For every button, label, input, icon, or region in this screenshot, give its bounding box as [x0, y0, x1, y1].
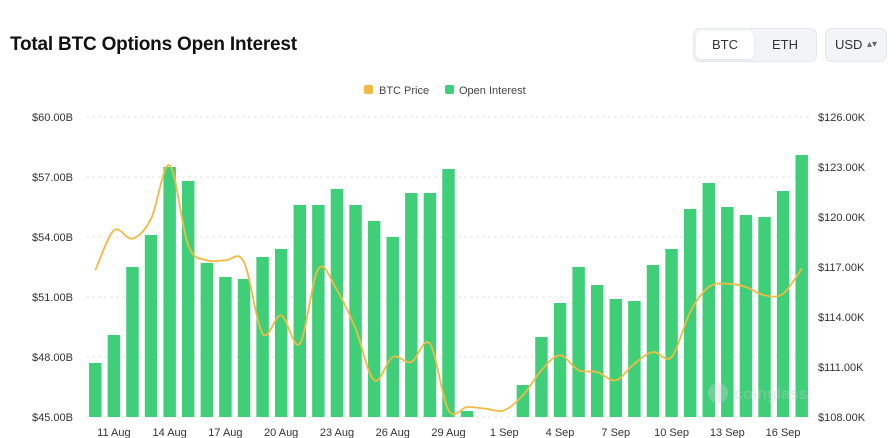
x-axis-tick-label: 20 Aug	[264, 427, 298, 438]
legend-open-interest-label[interactable]: Open Interest	[459, 85, 526, 97]
right-axis-tick-label: $123.00K	[818, 162, 866, 174]
watermark: coinglass	[708, 383, 808, 403]
x-axis-tick-label: 4 Sep	[546, 427, 575, 438]
open-interest-bar[interactable]	[702, 183, 715, 417]
legend-btc-price-label[interactable]: BTC Price	[379, 85, 429, 97]
open-interest-bar[interactable]	[776, 191, 790, 417]
open-interest-bar[interactable]	[312, 205, 325, 417]
open-interest-bar[interactable]	[572, 267, 585, 417]
eth-toggle-button[interactable]: ETH	[772, 37, 798, 52]
x-axis-tick-label: 13 Sep	[710, 427, 745, 438]
currency-select[interactable]: USD ▴▾	[825, 28, 887, 62]
left-axis-tick-label: $60.00B	[32, 112, 73, 124]
coinglass-logo-icon	[708, 383, 728, 403]
right-axis-tick-label: $111.00K	[818, 362, 864, 374]
x-axis-tick-label: 10 Sep	[654, 427, 689, 438]
right-axis-tick-label: $108.00K	[818, 412, 866, 424]
legend-btc-price-swatch	[364, 85, 373, 94]
x-axis-tick-label: 17 Aug	[208, 427, 242, 438]
left-axis-tick-label: $45.00B	[32, 412, 73, 424]
open-interest-bar[interactable]	[182, 181, 195, 417]
right-axis-tick-label: $114.00K	[818, 312, 865, 324]
open-interest-bar[interactable]	[628, 301, 641, 417]
btc-toggle-button[interactable]: BTC	[696, 31, 754, 59]
open-interest-bar[interactable]	[89, 363, 102, 417]
open-interest-bar[interactable]	[609, 299, 623, 417]
open-interest-bar[interactable]	[367, 221, 381, 417]
open-interest-bar[interactable]	[721, 207, 734, 417]
left-axis-tick-label: $48.00B	[32, 352, 73, 364]
x-axis-tick-label: 29 Aug	[431, 427, 465, 438]
open-interest-bar[interactable]	[274, 249, 288, 417]
chevron-up-down-icon: ▴▾	[866, 39, 877, 50]
x-axis-ticks: 11 Aug 14 Aug 17 Aug 20 Aug 23 Aug 26 Aug 29 A…	[97, 427, 800, 438]
x-axis-tick-label: 23 Aug	[320, 427, 354, 438]
x-axis-tick-label: 11 Aug	[97, 427, 130, 438]
open-interest-bar[interactable]	[107, 335, 121, 417]
open-interest-bar[interactable]	[460, 411, 474, 417]
open-interest-bar[interactable]	[795, 155, 808, 417]
x-axis-tick-label: 7 Sep	[601, 427, 630, 438]
right-axis-ticks: $108.00K $111.00K $114.00K $117.00K $120.00K…	[818, 112, 866, 424]
open-interest-bar[interactable]	[553, 303, 567, 417]
open-interest-bar[interactable]	[665, 249, 678, 417]
open-interest-bar[interactable]	[219, 277, 232, 417]
open-interest-bar[interactable]	[386, 237, 399, 417]
page-title: Total BTC Options Open Interest	[10, 34, 297, 55]
legend-open-interest-swatch	[445, 85, 454, 94]
open-interest-bar[interactable]	[293, 205, 307, 417]
left-axis-ticks: $45.00B $48.00B $51.00B $54.00B $57.00B $60.0…	[32, 112, 73, 424]
open-interest-bar[interactable]	[126, 267, 139, 417]
open-interest-bar[interactable]	[442, 169, 455, 417]
open-interest-bars	[89, 155, 808, 417]
watermark-text: coinglass	[734, 386, 808, 403]
open-interest-bar[interactable]	[200, 263, 214, 417]
x-axis-tick-label: 14 Aug	[153, 427, 187, 438]
left-axis-tick-label: $54.00B	[32, 232, 73, 244]
open-interest-bar[interactable]	[237, 279, 251, 417]
right-axis-tick-label: $120.00K	[818, 212, 866, 224]
open-interest-bar[interactable]	[405, 193, 418, 417]
open-interest-bar[interactable]	[330, 189, 344, 417]
open-interest-bar[interactable]	[739, 215, 753, 417]
right-axis-tick-label: $117.00K	[818, 262, 865, 274]
x-axis-tick-label: 26 Aug	[376, 427, 410, 438]
left-axis-tick-label: $57.00B	[32, 172, 73, 184]
right-axis-tick-label: $126.00K	[818, 112, 866, 124]
open-interest-bar[interactable]	[144, 235, 158, 417]
currency-select-value: USD	[835, 37, 863, 52]
btc-price-line	[94, 164, 803, 416]
open-interest-bar[interactable]	[423, 193, 437, 417]
open-interest-bar[interactable]	[590, 285, 604, 417]
open-interest-bar[interactable]	[256, 257, 269, 417]
x-axis-tick-label: 16 Sep	[766, 427, 801, 438]
asset-toggle: BTC ETH	[693, 28, 817, 62]
open-interest-bar[interactable]	[758, 217, 771, 417]
x-axis-tick-label: 1 Sep	[490, 427, 519, 438]
chart-legend: BTC Price Open Interest	[364, 85, 526, 97]
open-interest-bar[interactable]	[535, 337, 548, 417]
open-interest-bar[interactable]	[646, 265, 660, 417]
open-interest-bar[interactable]	[349, 205, 362, 417]
left-axis-tick-label: $51.00B	[32, 292, 73, 304]
open-interest-bar[interactable]	[163, 167, 176, 417]
